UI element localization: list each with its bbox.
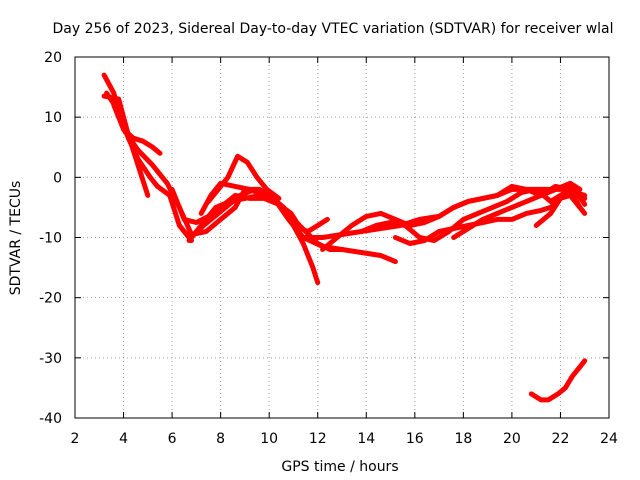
series-line-track-16 — [528, 358, 588, 403]
series-line-track-14 — [451, 183, 588, 240]
x-tick-label: 8 — [216, 431, 225, 447]
series-line-track-12 — [358, 186, 583, 243]
series-line-track-13 — [392, 192, 588, 246]
y-tick-label: 10 — [44, 110, 62, 126]
series-layer — [101, 72, 588, 403]
y-axis-label: SDTVAR / TECUs — [8, 181, 24, 296]
series-line-track-7 — [193, 186, 345, 252]
grid-layer — [75, 57, 609, 418]
y-tick-label: 20 — [44, 50, 62, 66]
x-tick-label: 22 — [552, 431, 570, 447]
y-tick-label: -40 — [39, 411, 62, 427]
x-tick-label: 12 — [309, 431, 327, 447]
chart-title: Day 256 of 2023, Sidereal Day-to-day VTE… — [52, 21, 613, 37]
x-tick-label: 14 — [357, 431, 375, 447]
series-line-track-9 — [206, 153, 282, 204]
x-tick-label: 18 — [454, 431, 472, 447]
y-tick-label: -10 — [39, 231, 62, 247]
y-tick-label: -20 — [39, 291, 62, 307]
x-tick-label: 4 — [119, 431, 128, 447]
x-tick-label: 6 — [168, 431, 177, 447]
x-axis-label: GPS time / hours — [281, 459, 398, 475]
y-tick-label: -30 — [39, 351, 62, 367]
x-tick-label: 10 — [260, 431, 278, 447]
x-tick-label: 2 — [71, 431, 80, 447]
x-tick-label: 24 — [600, 431, 618, 447]
x-tick-label: 20 — [503, 431, 521, 447]
y-tick-label: 0 — [53, 170, 62, 186]
x-tick-label: 16 — [406, 431, 424, 447]
series-line-track-1 — [101, 72, 163, 156]
series-line-track-15 — [533, 183, 588, 228]
